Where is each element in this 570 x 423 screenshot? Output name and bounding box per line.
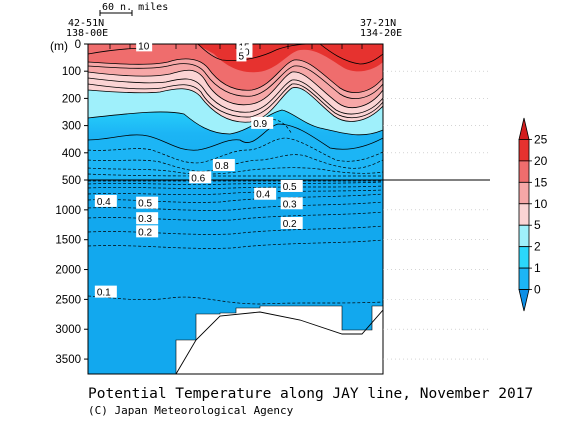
chart-credit: (C) Japan Meteorological Agency	[88, 404, 294, 417]
colorbar-swatch	[518, 246, 530, 269]
y-tick-label: 100	[62, 66, 81, 78]
contour-label: 0.5	[136, 196, 159, 210]
y-tick-label: 3500	[55, 354, 81, 366]
contour-label: 0.2	[136, 225, 159, 238]
contour-labels: 15105100.90.80.60.40.50.40.50.30.30.20.2…	[94, 39, 303, 299]
contour-label-box	[280, 216, 303, 229]
contour-label-box	[94, 285, 117, 298]
colorbar-arrow-top	[518, 117, 530, 140]
y-tick-label: 300	[62, 121, 81, 133]
contour-label-box	[136, 225, 159, 238]
station-ticks	[87, 44, 384, 49]
contour-label-box	[280, 197, 303, 210]
contour-label-text: 0.6	[191, 173, 205, 184]
colorbar-swatch	[518, 267, 530, 290]
contour-label-text: 0.5	[138, 199, 152, 210]
y-axis-unit: (m)	[50, 39, 68, 53]
contour-label: 0.9	[251, 116, 274, 130]
contour-label: 0.4	[94, 194, 117, 208]
contour-label-box	[136, 196, 159, 209]
contour-label-box	[136, 39, 153, 52]
colorbar-swatch	[518, 224, 530, 248]
contour-label-box	[189, 171, 212, 184]
scale-bar: 60 n. miles	[99, 2, 168, 16]
contour-label-text: 0.3	[138, 214, 152, 225]
y-axis-ticks: 0 100 200 300 400 500 1000 1500 2000 2500 3000 3500	[55, 39, 88, 366]
y-tick-label: 2000	[55, 265, 81, 277]
contour-label-text: 0.2	[138, 227, 152, 238]
contour-label-box	[136, 212, 159, 225]
contour-label-box	[251, 116, 274, 129]
contour-label: 0.3	[280, 197, 303, 210]
y-tick-label: 400	[62, 148, 81, 160]
contour-label-box	[212, 159, 235, 172]
contour-label-text: 0.9	[253, 119, 267, 130]
y-tick-label: 0	[75, 39, 81, 51]
colorbar-label: 5	[534, 218, 541, 232]
colorbar-label: 25	[534, 132, 548, 146]
contour-label: 0.1	[94, 285, 117, 299]
colorbar-swatch	[518, 181, 530, 205]
contour-label: 0.4	[254, 187, 277, 201]
y-tick-label: 1500	[55, 235, 81, 247]
contour-label-box	[236, 49, 247, 62]
y-tick-label: 500	[62, 175, 81, 187]
y-tick-label: 200	[62, 93, 81, 105]
contour-label: 0.3	[136, 212, 159, 225]
contour-label: 0.6	[189, 171, 212, 184]
contour-label-box	[94, 194, 117, 207]
colorbar-swatch	[518, 139, 530, 162]
colorbar-swatch	[518, 203, 530, 226]
y-tick-label: 1000	[55, 205, 81, 217]
contour-label-text: 5	[238, 51, 244, 62]
colorbar-arrow-bottom	[518, 289, 530, 312]
contour-label: 0.2	[280, 216, 303, 230]
colorbar-label: 15	[534, 175, 548, 189]
left-longitude-label: 138-00E	[66, 28, 108, 39]
contour-label: 0.8	[212, 159, 235, 172]
contour-label: 5	[236, 49, 247, 62]
contour-label-text: 10	[138, 41, 150, 52]
right-latitude-label: 37-21N	[360, 18, 396, 29]
contour-label-text: 0.8	[215, 161, 229, 172]
colorbar-label: 20	[534, 154, 548, 168]
gridlines	[383, 70, 490, 360]
upper-temperature-field	[88, 44, 383, 180]
contour-label-text: 0.4	[256, 190, 270, 201]
y-tick-label: 2500	[55, 294, 81, 306]
contour-label-text: 0.5	[283, 182, 297, 193]
scale-bar-label: 60 n. miles	[102, 2, 168, 13]
left-latitude-label: 42-51N	[68, 18, 104, 29]
right-longitude-label: 134-20E	[360, 28, 402, 39]
lower-temperature-field	[87, 180, 384, 375]
y-tick-label: 3000	[55, 324, 81, 336]
colorbar-swatch	[518, 160, 530, 183]
contour-label-box	[280, 179, 303, 192]
contour-label-text: 0.4	[97, 197, 111, 208]
contour-label: 0.5	[280, 179, 303, 193]
colorbar-label: 1	[534, 261, 541, 275]
contour-label-box	[254, 187, 277, 200]
chart-title: Potential Temperature along JAY line, No…	[88, 386, 534, 402]
contour-label-text: 0.3	[283, 199, 297, 210]
colorbar-label: 2	[534, 240, 541, 254]
plot-frame	[87, 43, 384, 375]
colorbar-label: 0	[534, 283, 541, 297]
colorbar-label: 10	[534, 197, 548, 211]
contour-label-text: 0.2	[283, 219, 297, 230]
contour-label-text: 0.1	[97, 288, 111, 299]
contour-label: 10	[136, 39, 153, 52]
